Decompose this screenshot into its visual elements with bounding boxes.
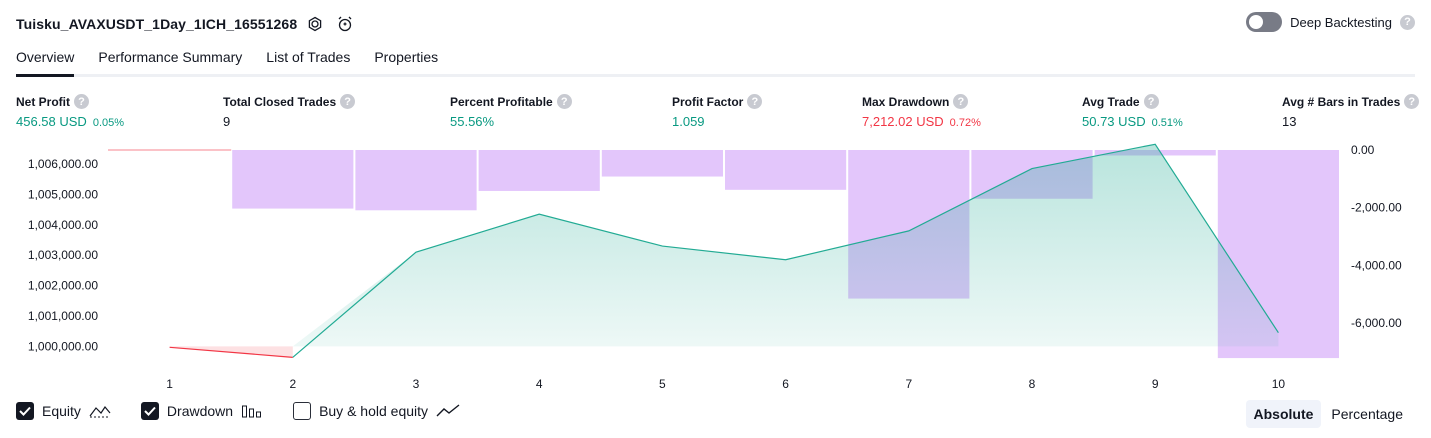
legend-label: Drawdown <box>167 403 233 419</box>
metric-label: Avg Trade <box>1082 95 1140 109</box>
info-icon[interactable]: ? <box>747 94 762 109</box>
right-axis-tick: -6,000.00 <box>1351 316 1402 330</box>
x-axis-tick: 9 <box>1152 377 1159 391</box>
info-icon[interactable]: ? <box>1404 94 1419 109</box>
metric-max-drawdown: Max Drawdown? 7,212.02 USD 0.72% <box>862 94 981 129</box>
drawdown-bars-icon <box>241 404 263 418</box>
chart-axes: 1,006,000.00 1,005,000.00 1,004,000.00 1,00… <box>28 143 1402 391</box>
x-axis-tick: 10 <box>1272 377 1286 391</box>
report-tabs: Overview Performance Summary List of Tra… <box>16 44 1415 77</box>
metric-label: Percent Profitable <box>450 95 553 109</box>
equity-line-icon <box>89 404 111 418</box>
metric-profit-factor: Profit Factor? 1.059 <box>672 94 762 129</box>
metric-avg-trade: Avg Trade? 50.73 USD 0.51% <box>1082 94 1183 129</box>
legend-drawdown-checkbox[interactable]: Drawdown <box>141 402 263 420</box>
x-axis-tick: 3 <box>413 377 420 391</box>
legend-label: Equity <box>42 403 81 419</box>
metric-value: 7,212.02 USD <box>862 114 944 129</box>
alarm-clock-add-icon[interactable] <box>333 12 357 36</box>
tab-overview[interactable]: Overview <box>16 44 74 74</box>
left-axis-tick: 1,002,000.00 <box>28 279 98 293</box>
metric-percent: 0.72% <box>950 117 981 129</box>
metric-label: Net Profit <box>16 95 70 109</box>
tab-properties[interactable]: Properties <box>374 44 438 74</box>
metric-total-closed-trades: Total Closed Trades? 9 <box>223 94 355 129</box>
right-axis-tick: -2,000.00 <box>1351 201 1402 215</box>
left-axis-tick: 1,006,000.00 <box>28 157 98 171</box>
drawdown-bar <box>232 150 353 209</box>
metric-value: 456.58 USD <box>16 114 87 129</box>
info-icon[interactable]: ? <box>557 94 572 109</box>
left-axis-tick: 1,004,000.00 <box>28 218 98 232</box>
percentage-mode-button[interactable]: Percentage <box>1323 400 1411 428</box>
info-icon[interactable]: ? <box>953 94 968 109</box>
legend-equity-checkbox[interactable]: Equity <box>16 402 111 420</box>
tab-performance-summary[interactable]: Performance Summary <box>98 44 242 74</box>
x-axis-tick: 1 <box>166 377 173 391</box>
checkbox-checked-icon <box>141 402 159 420</box>
deep-backtesting-toggle[interactable] <box>1246 12 1282 32</box>
drawdown-bar <box>971 150 1092 199</box>
drawdown-bar <box>1095 150 1216 155</box>
x-axis-tick: 5 <box>659 377 666 391</box>
metric-label: Max Drawdown <box>862 95 949 109</box>
metric-value: 55.56% <box>450 114 494 129</box>
value-mode-switch: Absolute Percentage <box>1244 400 1412 428</box>
drawdown-bar <box>355 150 476 210</box>
drawdown-bar <box>602 150 723 177</box>
checkbox-checked-icon <box>16 402 34 420</box>
equity-line <box>293 144 1279 357</box>
right-axis-tick: 0.00 <box>1351 143 1375 157</box>
help-icon[interactable]: ? <box>1400 15 1415 30</box>
buy-hold-line-icon <box>436 404 460 418</box>
metric-value: 9 <box>223 114 230 129</box>
deep-backtesting-label: Deep Backtesting <box>1290 15 1392 30</box>
strategy-title: Tuisku_AVAXUSDT_1Day_1ICH_16551268 <box>16 16 297 32</box>
drawdown-series <box>108 150 1339 358</box>
x-axis-tick: 8 <box>1029 377 1036 391</box>
info-icon[interactable]: ? <box>1144 94 1159 109</box>
drawdown-bar <box>848 150 969 299</box>
metric-label: Total Closed Trades <box>223 95 336 109</box>
absolute-mode-button[interactable]: Absolute <box>1246 400 1322 428</box>
equity-line-loss <box>170 347 293 357</box>
checkbox-unchecked-icon <box>293 402 311 420</box>
metric-percent: 0.51% <box>1152 117 1183 129</box>
x-axis-tick: 2 <box>289 377 296 391</box>
deep-backtesting-control: Deep Backtesting ? <box>1246 12 1415 32</box>
report-header: Tuisku_AVAXUSDT_1Day_1ICH_16551268 Deep … <box>16 12 1415 36</box>
tab-list-of-trades[interactable]: List of Trades <box>266 44 350 74</box>
legend-buy-hold-checkbox[interactable]: Buy & hold equity <box>293 402 460 420</box>
left-axis-tick: 1,000,000.00 <box>28 339 98 353</box>
left-axis-tick: 1,003,000.00 <box>28 248 98 262</box>
metric-value: 13 <box>1282 114 1296 129</box>
metric-label: Profit Factor <box>672 95 743 109</box>
equity-loss-area <box>170 346 293 357</box>
info-icon[interactable]: ? <box>340 94 355 109</box>
metric-percent-profitable: Percent Profitable? 55.56% <box>450 94 572 129</box>
metric-label: Avg # Bars in Trades <box>1282 95 1400 109</box>
settings-icon[interactable] <box>303 12 327 36</box>
metric-net-profit: Net Profit? 456.58 USD 0.05% <box>16 94 124 129</box>
x-axis-tick: 7 <box>905 377 912 391</box>
metric-value: 1.059 <box>672 114 705 129</box>
drawdown-bar <box>479 150 600 191</box>
equity-series <box>170 144 1279 357</box>
left-axis-tick: 1,001,000.00 <box>28 309 98 323</box>
metric-value: 50.73 USD <box>1082 114 1146 129</box>
metric-percent: 0.05% <box>93 117 124 129</box>
info-icon[interactable]: ? <box>74 94 89 109</box>
equity-area <box>293 144 1279 346</box>
right-axis-tick: -4,000.00 <box>1351 258 1402 272</box>
x-axis-tick: 4 <box>536 377 543 391</box>
x-axis-tick: 6 <box>782 377 789 391</box>
drawdown-bar <box>1218 150 1339 358</box>
left-axis-tick: 1,005,000.00 <box>28 187 98 201</box>
metric-avg-bars-in-trades: Avg # Bars in Trades? 13 <box>1282 94 1419 129</box>
chart-legend: Equity Drawdown Buy & hold equity <box>16 402 490 420</box>
drawdown-bar <box>725 150 846 190</box>
legend-label: Buy & hold equity <box>319 403 428 419</box>
